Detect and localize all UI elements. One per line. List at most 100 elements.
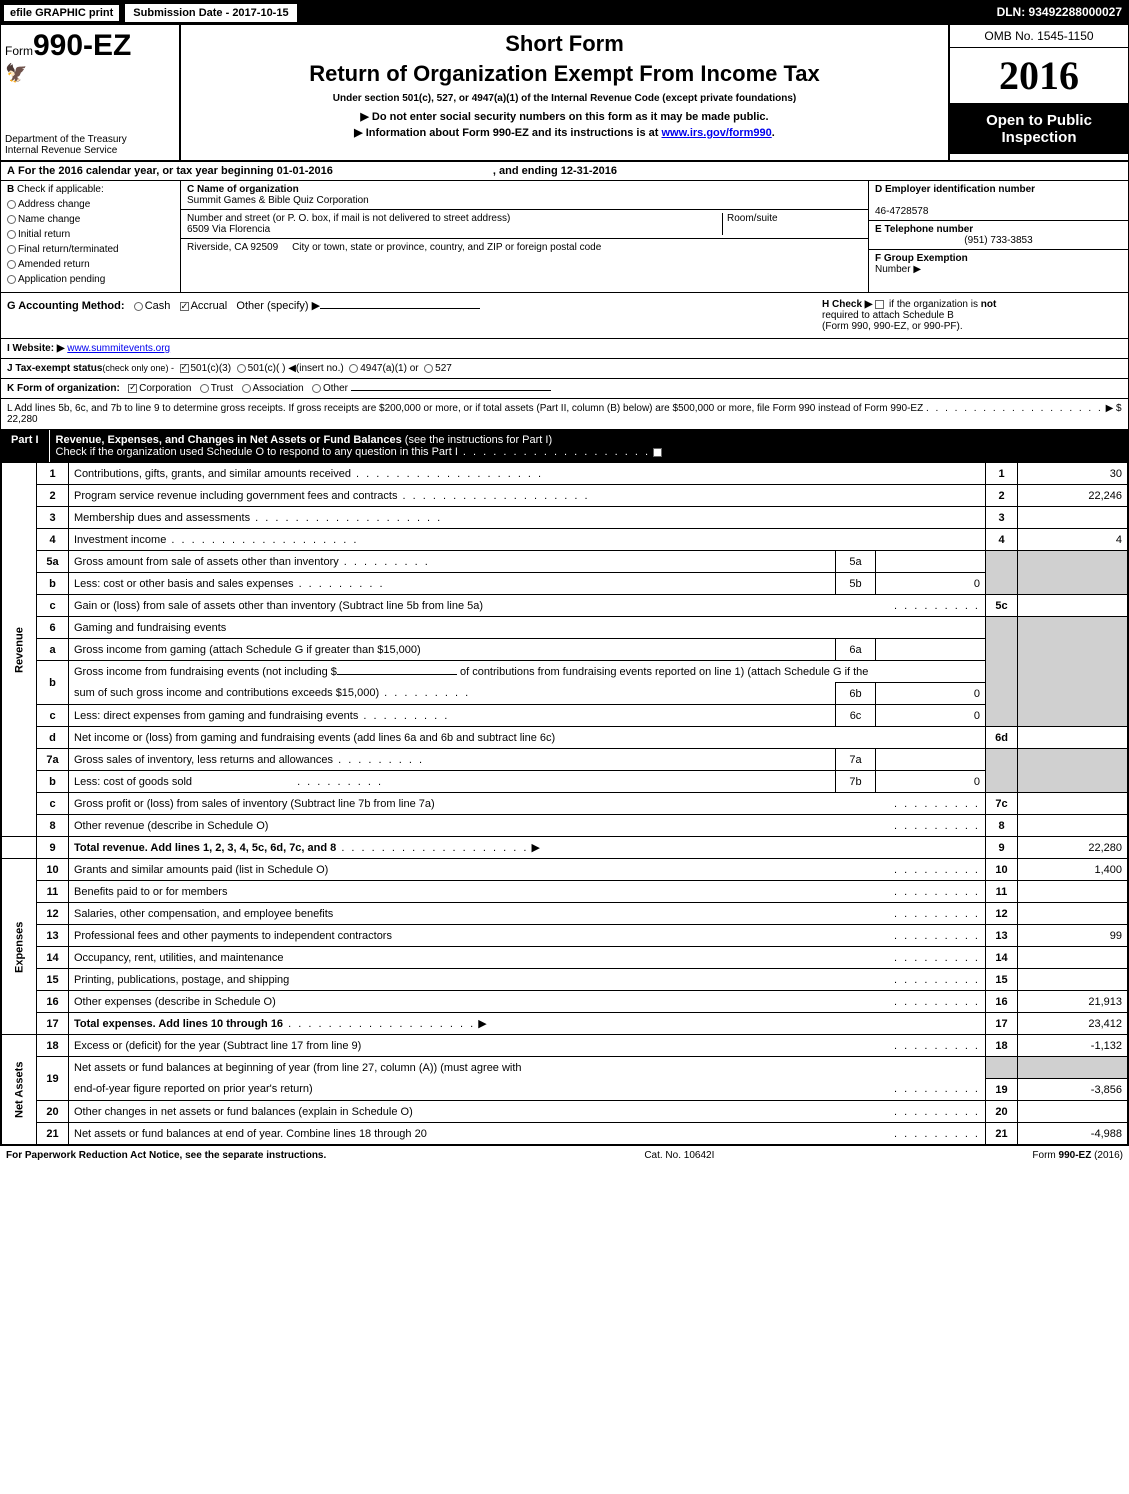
amended-return-radio[interactable] (7, 260, 16, 269)
row-7b-desc: Less: cost of goods sold (74, 776, 192, 788)
527-radio[interactable] (424, 364, 433, 373)
irs-form-link[interactable]: www.irs.gov/form990 (662, 127, 772, 139)
row-7-shade-rn (986, 749, 1018, 793)
row-2-desc: Program service revenue including govern… (74, 490, 397, 502)
row-6b-desc3: sum of such gross income and contributio… (74, 687, 379, 699)
row-1-text: Contributions, gifts, grants, and simila… (69, 463, 986, 485)
check-if-applicable: Check if applicable: (17, 184, 104, 195)
line-k-row: K Form of organization: Corporation Trus… (1, 379, 1128, 399)
row-17-desc: Total expenses. Add lines 10 through 16 (74, 1018, 283, 1030)
line-a-label: A (7, 165, 15, 177)
other-specify-blank[interactable] (320, 308, 480, 309)
row-6b-mn: 6b (836, 683, 876, 705)
row-2-text: Program service revenue including govern… (69, 485, 986, 507)
row-2-num: 2 (37, 485, 69, 507)
f-number-label: Number ▶ (875, 264, 921, 275)
accrual-checkbox[interactable] (180, 302, 189, 311)
row-13-dots (894, 930, 980, 942)
row-7b-mv: 0 (876, 771, 986, 793)
row-6d-text: Net income or (loss) from gaming and fun… (69, 727, 986, 749)
corp-checkbox[interactable] (128, 384, 137, 393)
row-12-rn: 12 (986, 903, 1018, 925)
addr-change-radio[interactable] (7, 200, 16, 209)
row-1-rn: 1 (986, 463, 1018, 485)
efile-print-button[interactable]: efile GRAPHIC print (3, 4, 120, 22)
name-change-radio[interactable] (7, 215, 16, 224)
l-text: L Add lines 5b, 6c, and 7b to line 9 to … (7, 403, 923, 414)
under-section-text: Under section 501(c), 527, or 4947(a)(1)… (187, 93, 942, 104)
501c-radio[interactable] (237, 364, 246, 373)
row-1-num: 1 (37, 463, 69, 485)
app-pending-label: Application pending (18, 274, 105, 285)
corp-label: Corporation (139, 383, 191, 394)
other-org-blank[interactable] (351, 390, 551, 391)
street-label: Number and street (or P. O. box, if mail… (187, 213, 510, 224)
footer-left: For Paperwork Reduction Act Notice, see … (6, 1150, 326, 1161)
row-9-text: Total revenue. Add lines 1, 2, 3, 4, 5c,… (69, 837, 986, 859)
final-return-radio[interactable] (7, 245, 16, 254)
row-16: 16 Other expenses (describe in Schedule … (2, 991, 1128, 1013)
org-name: Summit Games & Bible Quiz Corporation (187, 195, 369, 206)
row-21-desc: Net assets or fund balances at end of ye… (74, 1128, 427, 1140)
row-10-num: 10 (37, 859, 69, 881)
footer-right-pre: Form (1032, 1150, 1058, 1161)
row-7-shade-amt (1018, 749, 1128, 793)
initial-return-radio[interactable] (7, 230, 16, 239)
row-21: 21 Net assets or fund balances at end of… (2, 1123, 1128, 1145)
row-6c-desc: Less: direct expenses from gaming and fu… (74, 710, 358, 722)
b-label: B (7, 184, 14, 195)
row-1-dots (351, 468, 543, 480)
f-label: F Group Exemption (875, 253, 968, 264)
527-label: 527 (435, 363, 452, 374)
501c-label: 501(c)( ) ◀(insert no.) (248, 363, 344, 374)
row-8: 8 Other revenue (describe in Schedule O)… (2, 815, 1128, 837)
h-text3: (Form 990, 990-EZ, or 990-PF). (822, 321, 963, 332)
city-value: Riverside, CA 92509 (187, 242, 278, 253)
row-6b-dots (379, 687, 470, 699)
4947-radio[interactable] (349, 364, 358, 373)
row-17-amount: 23,412 (1018, 1013, 1128, 1035)
h-label: H Check ▶ (822, 299, 872, 310)
part1-dots (458, 446, 650, 458)
cash-radio[interactable] (134, 302, 143, 311)
row-15-dots (894, 974, 980, 986)
app-pending-radio[interactable] (7, 275, 16, 284)
row-7b-dots (292, 776, 383, 788)
row-15-desc: Printing, publications, postage, and shi… (74, 974, 289, 986)
row-6b-text3: sum of such gross income and contributio… (69, 683, 836, 705)
row-7b: b Less: cost of goods sold 7b 0 (2, 771, 1128, 793)
row-17-arrow: ▶ (478, 1018, 486, 1030)
row-7c-rn: 7c (986, 793, 1018, 815)
website-link[interactable]: www.summitevents.org (67, 343, 170, 354)
row-8-num: 8 (37, 815, 69, 837)
short-form-title: Short Form (187, 31, 942, 57)
row-18-text: Excess or (deficit) for the year (Subtra… (69, 1035, 986, 1057)
form-number-line: Form990-EZ (5, 29, 175, 63)
row-11-amount (1018, 881, 1128, 903)
row-7c-desc: Gross profit or (loss) from sales of inv… (74, 798, 435, 810)
row-4-rn: 4 (986, 529, 1018, 551)
part1-schedule-o-checkbox[interactable] (653, 448, 662, 457)
row-5b-mn: 5b (836, 573, 876, 595)
row-18-amount: -1,132 (1018, 1035, 1128, 1057)
row-19-shade-amt (1018, 1057, 1128, 1079)
501c3-checkbox[interactable] (180, 364, 189, 373)
assoc-radio[interactable] (242, 384, 251, 393)
row-11-num: 11 (37, 881, 69, 903)
row-10-text: Grants and similar amounts paid (list in… (69, 859, 986, 881)
h-checkbox[interactable] (875, 300, 884, 309)
row-6a-mn: 6a (836, 639, 876, 661)
row-19-rn: 19 (986, 1079, 1018, 1101)
row-9-dots (336, 842, 528, 854)
row-1: Revenue 1 Contributions, gifts, grants, … (2, 463, 1128, 485)
trust-radio[interactable] (200, 384, 209, 393)
row-18-num: 18 (37, 1035, 69, 1057)
row-6b-blank[interactable] (337, 674, 457, 675)
row-20-text: Other changes in net assets or fund bala… (69, 1101, 986, 1123)
form-number: 990-EZ (33, 29, 131, 62)
section-b-mid: C Name of organization Summit Games & Bi… (181, 181, 868, 292)
row-14-text: Occupancy, rent, utilities, and maintena… (69, 947, 986, 969)
row-6-shade-amt (1018, 617, 1128, 727)
row-3-rn: 3 (986, 507, 1018, 529)
other-org-radio[interactable] (312, 384, 321, 393)
